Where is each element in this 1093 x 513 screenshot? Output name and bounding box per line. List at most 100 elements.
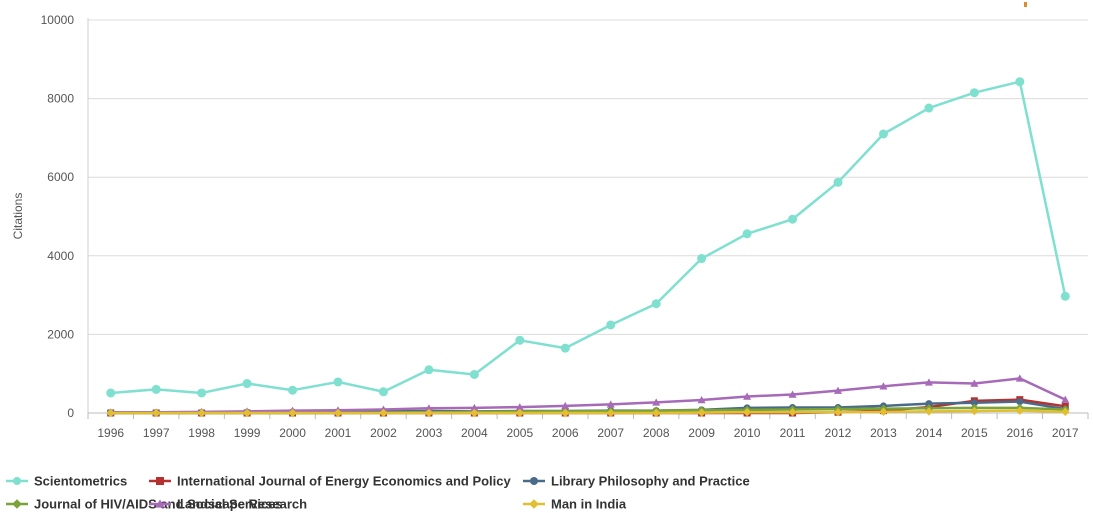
y-tick-label: 6000: [47, 170, 74, 184]
data-point: [560, 343, 570, 353]
x-tick-label: 2006: [552, 426, 579, 440]
x-tick-label: 2017: [1052, 426, 1079, 440]
y-tick-label: 0: [67, 406, 74, 420]
data-point: [333, 377, 343, 387]
x-tick-label: 2015: [961, 426, 988, 440]
x-tick-label: 1999: [234, 426, 261, 440]
data-point: [878, 129, 888, 139]
data-point: [197, 408, 206, 418]
data-point: [1015, 77, 1025, 87]
legend-item[interactable]: Landscape Research: [149, 497, 307, 512]
data-point: [424, 365, 434, 375]
data-point: [697, 254, 707, 264]
data-point: [1016, 398, 1024, 406]
data-point: [1060, 291, 1070, 301]
x-tick-label: 2008: [643, 426, 670, 440]
data-point: [924, 378, 933, 386]
legend-label: Landscape Research: [177, 497, 307, 512]
data-point: [515, 408, 525, 418]
x-tick-label: 2000: [279, 426, 306, 440]
legend-marker: [12, 499, 22, 509]
legend-marker: [155, 499, 165, 508]
data-point: [424, 408, 434, 418]
series-line: [110, 80, 1067, 395]
y-tick-label: 8000: [47, 92, 74, 106]
legend-item[interactable]: Scientometrics: [6, 474, 127, 489]
data-point: [833, 408, 843, 417]
data-point: [606, 320, 616, 330]
data-point: [697, 396, 706, 404]
x-tick-label: 2009: [688, 426, 715, 440]
data-point: [788, 390, 797, 398]
x-tick-label: 2003: [416, 426, 443, 440]
x-tick-label: 1996: [97, 426, 124, 440]
series-line: [110, 377, 1066, 414]
data-point: [969, 88, 979, 98]
legend-item[interactable]: Library Philosophy and Practice: [523, 474, 750, 489]
legend-marker: [156, 477, 164, 485]
data-point: [515, 335, 525, 345]
data-point: [288, 385, 298, 395]
x-tick-label: 2010: [734, 426, 761, 440]
x-tick-label: 2014: [916, 426, 943, 440]
legend-label: Man in India: [551, 497, 627, 512]
data-point: [970, 406, 979, 416]
data-point: [697, 408, 706, 417]
data-point: [469, 369, 479, 379]
data-point: [833, 177, 843, 187]
data-point: [833, 386, 843, 394]
legend-label: International Journal of Energy Economic…: [177, 474, 512, 489]
axes: [87, 18, 1089, 419]
data-point: [924, 407, 934, 416]
data-point: [1015, 374, 1024, 382]
data-point: [652, 398, 661, 406]
legend-marker: [13, 477, 21, 485]
data-point: [151, 384, 161, 394]
data-point: [106, 408, 115, 418]
x-tick-label: 2001: [325, 426, 352, 440]
data-point: [242, 379, 252, 389]
data-point: [788, 214, 798, 224]
series-group: [106, 77, 1070, 418]
data-point: [470, 408, 479, 418]
x-tick-label: 2016: [1006, 426, 1033, 440]
x-tick-label: 1997: [143, 426, 170, 440]
data-point: [561, 401, 570, 410]
legend-item[interactable]: International Journal of Energy Economic…: [149, 474, 512, 489]
data-point: [379, 408, 388, 418]
legend-label: Scientometrics: [34, 474, 127, 489]
data-point: [879, 382, 888, 390]
legend-marker: [530, 477, 538, 485]
corner-mark: [1024, 2, 1027, 7]
data-point: [470, 403, 479, 412]
series-scientometrics: [106, 77, 1070, 398]
y-tick-labels: 0 2000 4000 6000 8000 10000: [41, 13, 75, 420]
legend-label: Library Philosophy and Practice: [551, 474, 750, 489]
data-point: [970, 379, 979, 387]
x-tick-label: 2011: [780, 426, 806, 440]
data-point: [879, 407, 888, 417]
data-point: [606, 400, 615, 408]
y-tick-label: 2000: [47, 327, 74, 341]
y-tick-label: 10000: [41, 13, 75, 27]
data-point: [288, 408, 297, 418]
gridlines: [88, 19, 1088, 335]
data-point: [151, 408, 161, 418]
y-tick-label: 4000: [47, 249, 74, 263]
legend-marker: [529, 499, 539, 509]
data-point: [378, 387, 388, 397]
data-point: [1015, 406, 1025, 415]
data-point: [925, 400, 933, 408]
x-tick-labels: 1996 1997 1998 1999 2000 2001 2002 2003 2004 2005…: [97, 426, 1079, 440]
legend-item[interactable]: Man in India: [523, 497, 627, 512]
data-point: [924, 103, 934, 113]
data-point: [242, 408, 252, 418]
series-man-in-india: [106, 406, 1070, 418]
data-point: [651, 408, 661, 418]
data-point: [333, 408, 343, 418]
data-point: [424, 404, 433, 412]
data-point: [970, 399, 978, 407]
data-point: [742, 408, 752, 417]
data-point: [742, 229, 752, 239]
